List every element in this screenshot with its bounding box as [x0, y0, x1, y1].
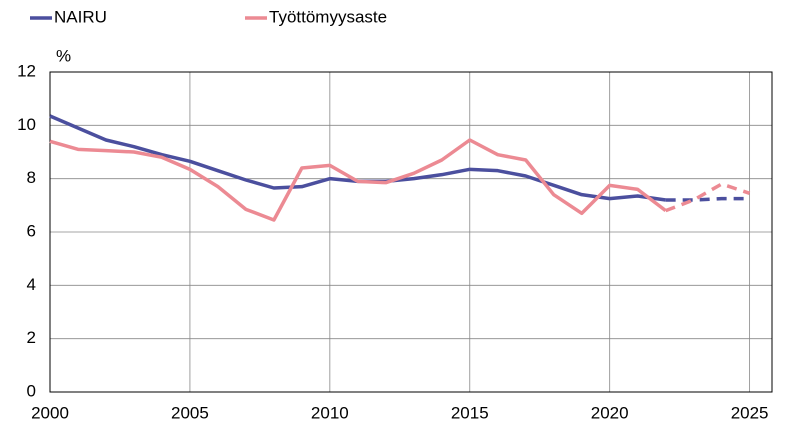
legend-label: NAIRU [54, 7, 107, 26]
forecast-line [665, 182, 751, 213]
x-tick-label: 2020 [591, 403, 629, 422]
y-tick-label: 10 [17, 115, 36, 134]
x-tick-label: 2010 [311, 403, 349, 422]
y-tick-label: 2 [27, 328, 36, 347]
y-axis-label: % [56, 46, 71, 65]
x-tick-label: 2025 [731, 403, 769, 422]
y-tick-label: 4 [27, 275, 36, 294]
forecast-line [665, 196, 750, 202]
legend-label: Työttömyysaste [269, 7, 387, 26]
series-line [49, 114, 666, 202]
series-line [49, 138, 667, 222]
y-tick-label: 6 [27, 221, 36, 240]
x-tick-label: 2000 [31, 403, 69, 422]
y-tick-label: 8 [27, 168, 36, 187]
x-tick-label: 2005 [171, 403, 209, 422]
x-tick-label: 2015 [451, 403, 489, 422]
plot-frame [49, 71, 773, 393]
y-tick-label: 12 [17, 61, 36, 80]
y-tick-label: 0 [27, 381, 36, 400]
